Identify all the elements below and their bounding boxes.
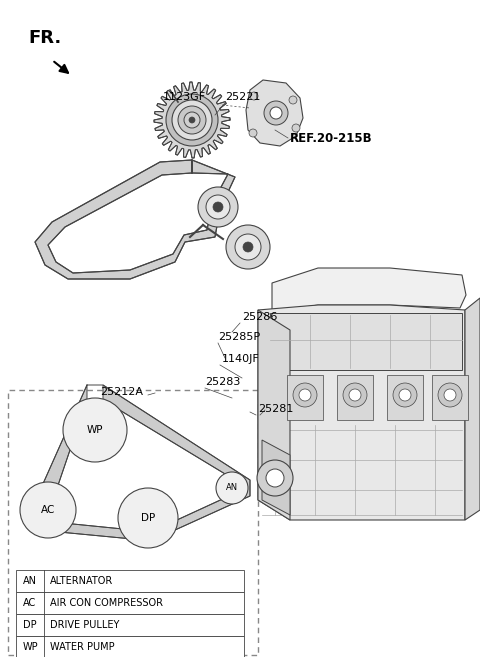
- Text: WP: WP: [22, 642, 38, 652]
- FancyArrowPatch shape: [54, 62, 68, 73]
- Text: AC: AC: [41, 505, 55, 515]
- Text: AC: AC: [24, 598, 36, 608]
- Polygon shape: [270, 313, 462, 370]
- Text: DP: DP: [23, 620, 37, 630]
- Circle shape: [393, 383, 417, 407]
- Circle shape: [178, 106, 206, 134]
- FancyBboxPatch shape: [16, 636, 244, 657]
- Circle shape: [264, 101, 288, 125]
- Polygon shape: [272, 268, 466, 312]
- Circle shape: [243, 242, 253, 252]
- FancyBboxPatch shape: [16, 614, 244, 636]
- Polygon shape: [465, 298, 480, 520]
- Circle shape: [172, 100, 212, 140]
- Circle shape: [206, 195, 230, 219]
- Polygon shape: [258, 310, 290, 520]
- Polygon shape: [35, 160, 235, 279]
- Circle shape: [444, 389, 456, 401]
- Circle shape: [235, 234, 261, 260]
- Circle shape: [299, 389, 311, 401]
- Polygon shape: [432, 375, 468, 420]
- Polygon shape: [258, 305, 465, 520]
- Polygon shape: [387, 375, 423, 420]
- Polygon shape: [246, 80, 303, 146]
- Circle shape: [184, 112, 200, 128]
- FancyBboxPatch shape: [16, 570, 244, 592]
- Circle shape: [293, 383, 317, 407]
- Circle shape: [216, 472, 248, 504]
- Text: 1140JF: 1140JF: [222, 354, 260, 364]
- Polygon shape: [287, 375, 323, 420]
- Text: 25221: 25221: [225, 92, 260, 102]
- FancyBboxPatch shape: [16, 592, 244, 614]
- Circle shape: [266, 469, 284, 487]
- Circle shape: [249, 129, 257, 137]
- Text: WP: WP: [87, 425, 103, 435]
- Polygon shape: [38, 385, 250, 540]
- Circle shape: [250, 92, 258, 100]
- Circle shape: [198, 187, 238, 227]
- Text: 25285P: 25285P: [218, 332, 260, 342]
- Circle shape: [20, 482, 76, 538]
- FancyBboxPatch shape: [8, 390, 258, 655]
- Polygon shape: [337, 375, 373, 420]
- Circle shape: [343, 383, 367, 407]
- Circle shape: [399, 389, 411, 401]
- Text: AIR CON COMPRESSOR: AIR CON COMPRESSOR: [50, 598, 163, 608]
- Text: ALTERNATOR: ALTERNATOR: [50, 576, 113, 586]
- Circle shape: [213, 202, 223, 212]
- Text: 1123GF: 1123GF: [163, 92, 206, 102]
- Text: AN: AN: [226, 484, 238, 493]
- Text: DRIVE PULLEY: DRIVE PULLEY: [50, 620, 120, 630]
- Text: DP: DP: [141, 513, 155, 523]
- Circle shape: [63, 398, 127, 462]
- Text: 25283: 25283: [205, 377, 240, 387]
- Circle shape: [438, 383, 462, 407]
- Circle shape: [166, 94, 218, 146]
- Text: REF.20-215B: REF.20-215B: [290, 131, 372, 145]
- Circle shape: [226, 225, 270, 269]
- Circle shape: [289, 96, 297, 104]
- Text: AN: AN: [23, 576, 37, 586]
- Text: 25286: 25286: [242, 312, 277, 322]
- Circle shape: [189, 117, 195, 123]
- Text: 25281: 25281: [258, 404, 293, 414]
- Circle shape: [118, 488, 178, 548]
- Polygon shape: [154, 82, 230, 158]
- Circle shape: [292, 124, 300, 132]
- Polygon shape: [262, 440, 290, 515]
- Circle shape: [349, 389, 361, 401]
- Text: 25212A: 25212A: [100, 387, 143, 397]
- Circle shape: [270, 107, 282, 119]
- Text: WATER PUMP: WATER PUMP: [50, 642, 115, 652]
- Circle shape: [257, 460, 293, 496]
- Text: FR.: FR.: [28, 29, 61, 47]
